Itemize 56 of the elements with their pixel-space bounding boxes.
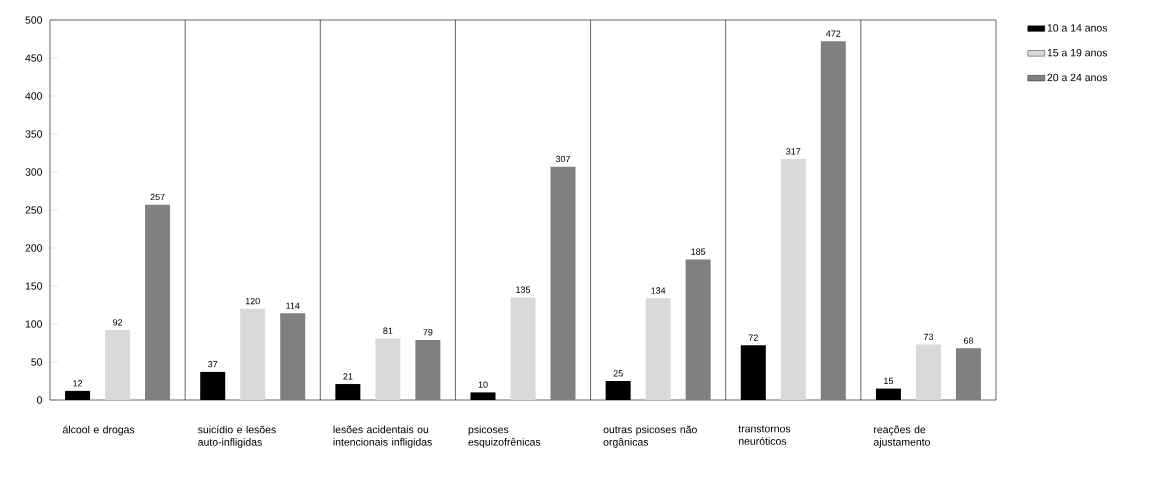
bar [280,313,306,400]
x-tick-label: psicoses esquizofrênicas [468,425,541,448]
bar [145,204,171,400]
data-label: 79 [423,329,433,336]
y-tick-label: 200 [25,244,43,252]
bar [685,259,711,400]
data-label: 307 [555,155,571,163]
y-tick-label: 300 [25,168,43,176]
data-label: 134 [651,287,666,294]
y-tick-label: 350 [25,130,43,138]
x-tick-label: transtornos neuróticos [738,425,791,445]
data-label: 317 [786,148,801,155]
data-label: 10 [478,381,488,388]
bar [105,330,131,400]
bar [820,41,846,400]
bar [915,344,941,400]
data-label: 135 [516,286,531,293]
x-tick-label: outras psicoses não orgânicas [603,425,697,448]
data-label: 120 [245,297,260,305]
data-label: 81 [383,327,393,334]
y-tick-label: 0 [37,396,43,404]
bar [955,348,981,400]
bar [645,298,671,400]
data-label: 37 [208,361,218,368]
data-label: 114 [286,302,300,309]
x-tick-label: lesões acidentais ou intencionais infligidas [333,425,432,448]
bar [780,159,806,400]
data-label: 92 [113,319,123,326]
data-label: 72 [748,334,758,341]
y-tick-label: 400 [25,92,43,100]
y-tick-label: 100 [25,320,43,328]
data-label: 25 [613,370,623,377]
bar [240,308,266,400]
data-label: 21 [343,373,353,380]
bar [510,297,536,400]
x-tick-label: álcool e drogas [63,425,135,436]
data-label: 73 [923,333,934,340]
legend-label: 10 a 14 anos [1047,24,1108,32]
data-label: 15 [884,377,894,385]
bar [415,339,441,400]
bar [550,166,576,400]
y-tick-label: 50 [31,358,43,366]
y-tick-label: 150 [25,282,43,290]
y-tick-label: 500 [25,16,43,24]
data-label: 12 [73,380,83,387]
x-tick-label: reações de ajustamento [873,425,930,448]
legend-label: 20 a 24 anos [1047,73,1108,82]
data-label: 257 [150,193,165,201]
data-label: 472 [826,30,841,37]
legend-label: 15 a 19 anos [1047,48,1108,57]
y-tick-label: 250 [25,206,43,214]
data-label: 68 [963,337,974,344]
data-label: 185 [691,248,706,255]
bar [375,338,401,400]
y-tick-label: 450 [25,54,43,62]
x-tick-label: suicídio e lesões auto-infligidas [198,425,276,448]
